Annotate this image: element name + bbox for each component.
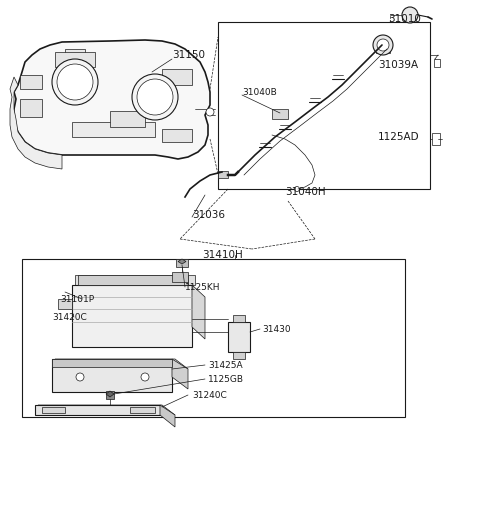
Text: 31036: 31036	[192, 210, 225, 220]
Polygon shape	[434, 59, 440, 67]
Polygon shape	[14, 40, 210, 159]
Circle shape	[295, 187, 300, 191]
Polygon shape	[35, 405, 160, 415]
Polygon shape	[162, 69, 192, 85]
Polygon shape	[106, 391, 114, 399]
Polygon shape	[130, 407, 155, 413]
Text: 31040H: 31040H	[285, 187, 325, 197]
Polygon shape	[432, 133, 440, 145]
Polygon shape	[233, 315, 245, 322]
Polygon shape	[376, 45, 390, 53]
Polygon shape	[106, 391, 114, 397]
Circle shape	[141, 373, 149, 381]
Circle shape	[377, 39, 389, 51]
Polygon shape	[72, 122, 155, 137]
Circle shape	[52, 59, 98, 105]
Circle shape	[76, 373, 84, 381]
Polygon shape	[172, 359, 188, 389]
Circle shape	[402, 7, 418, 23]
Ellipse shape	[228, 318, 250, 326]
Polygon shape	[58, 299, 72, 309]
Polygon shape	[78, 275, 188, 285]
Polygon shape	[55, 359, 188, 369]
Polygon shape	[218, 171, 228, 178]
Text: 31101P: 31101P	[60, 295, 94, 304]
Circle shape	[137, 79, 173, 115]
Polygon shape	[20, 99, 42, 117]
Polygon shape	[178, 259, 186, 264]
Polygon shape	[72, 285, 192, 347]
Polygon shape	[160, 405, 175, 427]
Text: 31420C: 31420C	[52, 313, 87, 321]
Polygon shape	[162, 129, 192, 142]
Circle shape	[206, 108, 214, 116]
Polygon shape	[192, 285, 205, 339]
Polygon shape	[75, 275, 195, 285]
Text: 31240C: 31240C	[192, 391, 227, 399]
Polygon shape	[52, 359, 172, 392]
Text: 1125KH: 1125KH	[185, 282, 220, 291]
Text: 1125AD: 1125AD	[378, 132, 420, 142]
Text: 31410H: 31410H	[202, 250, 243, 260]
Circle shape	[373, 35, 393, 55]
Polygon shape	[20, 75, 42, 89]
Text: 31040B: 31040B	[242, 87, 277, 96]
Circle shape	[132, 74, 178, 120]
Polygon shape	[272, 109, 288, 119]
Polygon shape	[38, 405, 175, 415]
Circle shape	[57, 64, 93, 100]
Polygon shape	[22, 259, 405, 417]
Polygon shape	[228, 322, 250, 352]
Polygon shape	[218, 22, 430, 189]
Text: 31425A: 31425A	[208, 360, 242, 369]
Polygon shape	[176, 259, 188, 267]
Text: 31039A: 31039A	[378, 60, 418, 70]
Text: 31430: 31430	[262, 325, 290, 334]
Polygon shape	[233, 352, 245, 359]
Polygon shape	[55, 52, 95, 67]
Polygon shape	[10, 77, 62, 169]
Ellipse shape	[228, 348, 250, 356]
Polygon shape	[172, 272, 188, 282]
Polygon shape	[110, 111, 145, 127]
Text: 31010: 31010	[388, 14, 421, 24]
Polygon shape	[42, 407, 65, 413]
Text: 31150: 31150	[172, 50, 205, 60]
Polygon shape	[52, 359, 172, 367]
Polygon shape	[65, 49, 85, 65]
Text: 1125GB: 1125GB	[208, 375, 244, 384]
